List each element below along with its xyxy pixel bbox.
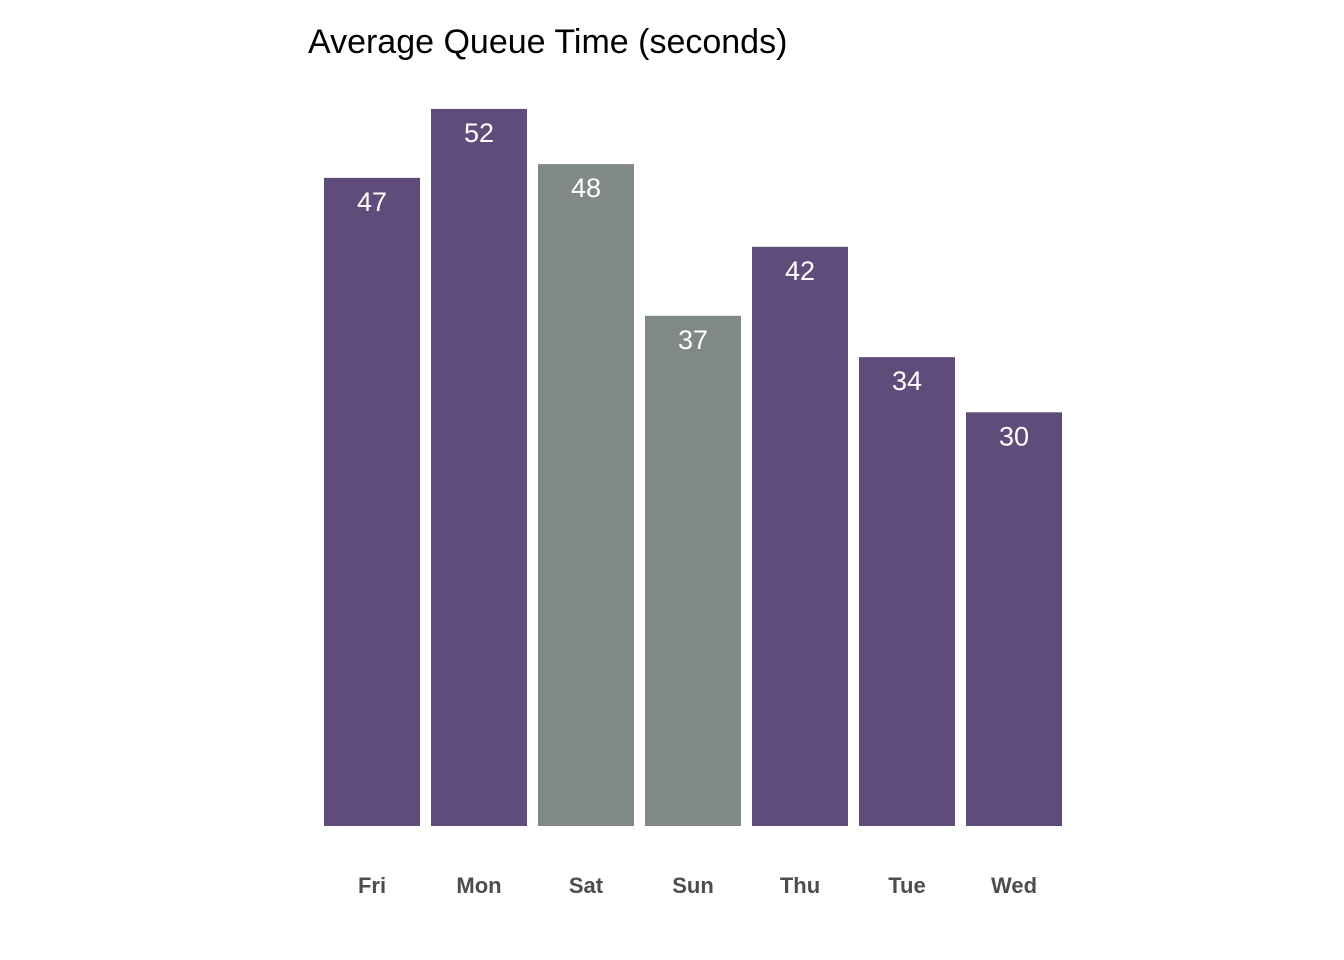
bar-mon xyxy=(431,108,527,827)
x-tick-label-sat: Sat xyxy=(569,873,604,898)
bar-fri xyxy=(324,177,420,826)
value-labels-group: 47 52 48 37 42 34 30 xyxy=(357,118,1029,451)
x-tick-label-thu: Thu xyxy=(780,873,820,898)
x-tick-label-sun: Sun xyxy=(672,873,714,898)
bar-sun xyxy=(645,315,741,826)
value-label-wed: 30 xyxy=(999,421,1029,451)
bar-thu xyxy=(752,246,848,826)
bar-wed xyxy=(966,412,1062,826)
x-axis-tick-labels: Fri Mon Sat Sun Thu Tue Wed xyxy=(358,873,1037,898)
bars-group xyxy=(324,108,1062,827)
x-tick-label-mon: Mon xyxy=(456,873,501,898)
value-label-mon: 52 xyxy=(464,118,494,148)
x-tick-label-tue: Tue xyxy=(888,873,925,898)
chart-title: Average Queue Time (seconds) xyxy=(308,23,787,61)
bar-sat xyxy=(538,164,634,826)
value-label-sun: 37 xyxy=(678,325,708,355)
x-tick-label-wed: Wed xyxy=(991,873,1037,898)
value-label-tue: 34 xyxy=(892,366,922,396)
x-tick-label-fri: Fri xyxy=(358,873,386,898)
value-label-thu: 42 xyxy=(785,256,815,286)
value-label-fri: 47 xyxy=(357,187,387,217)
value-label-sat: 48 xyxy=(571,173,601,203)
bar-tue xyxy=(859,357,955,826)
